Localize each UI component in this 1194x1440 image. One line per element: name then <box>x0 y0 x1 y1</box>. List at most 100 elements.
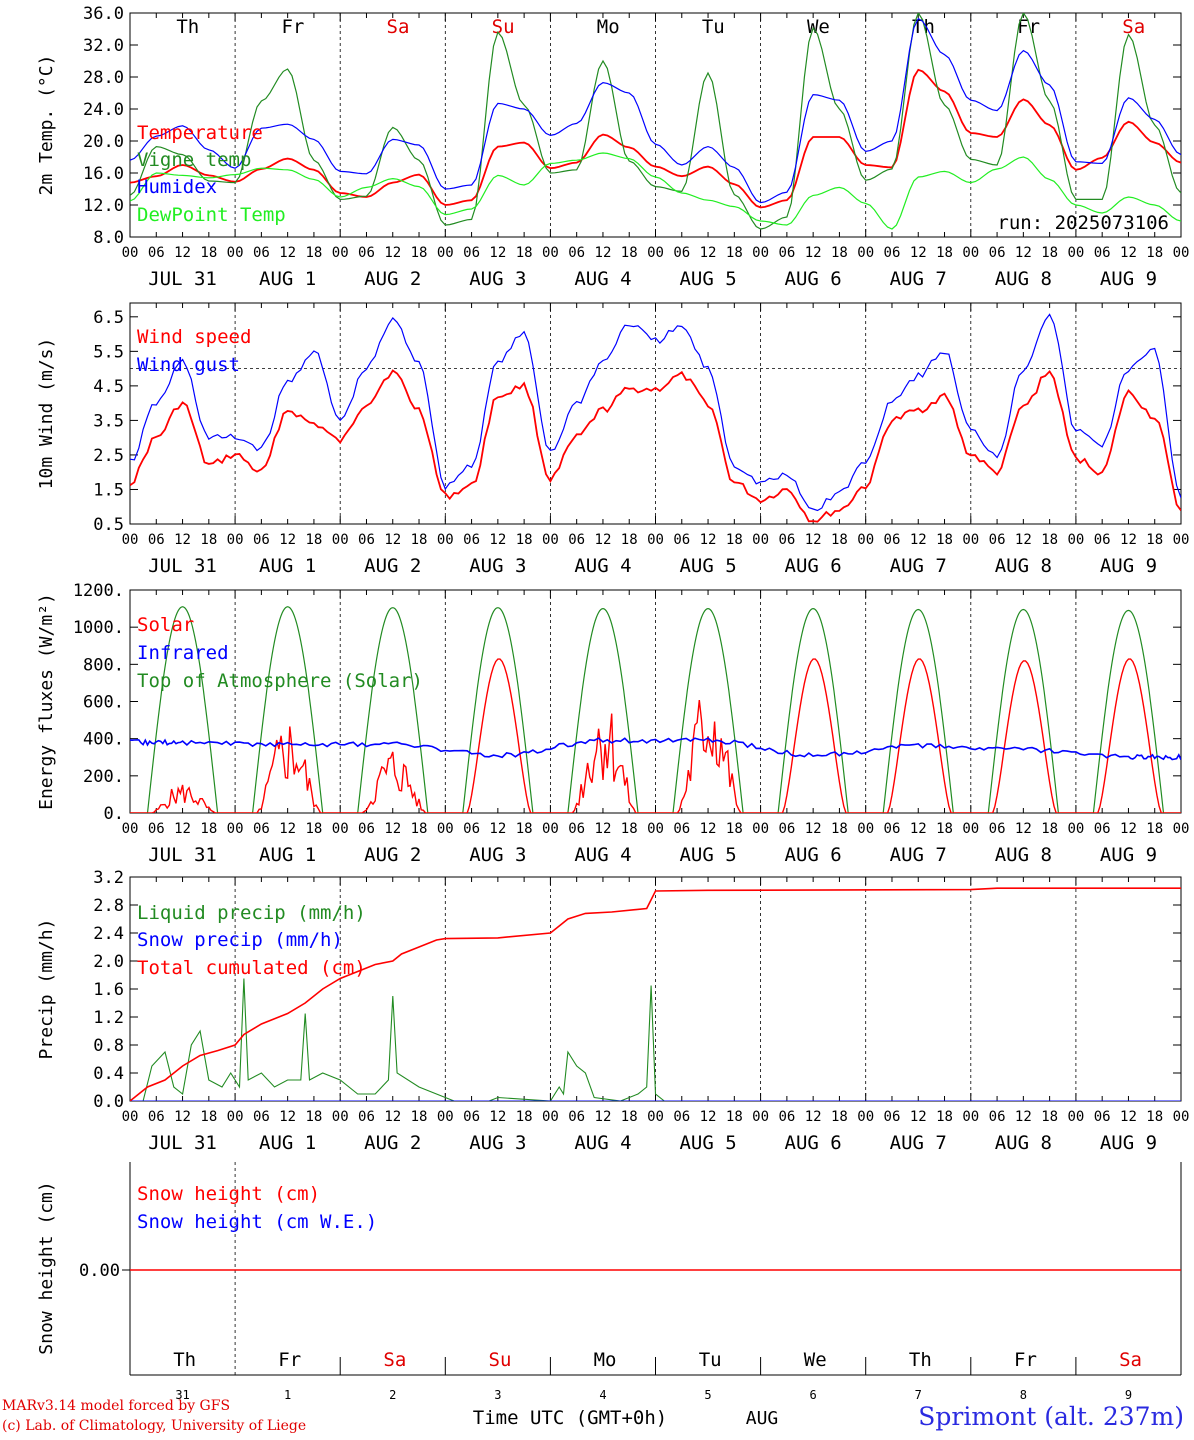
day-name: We <box>807 16 830 38</box>
hour-tick-label: 18 <box>305 245 322 261</box>
plot-frame <box>129 12 1182 238</box>
hour-tick-label: 00 <box>542 821 559 837</box>
y-tick-label: 28.0 <box>83 68 124 88</box>
hour-tick-label: 00 <box>962 1109 979 1125</box>
hour-tick-label: 18 <box>726 821 743 837</box>
hour-tick-label: 18 <box>411 245 428 261</box>
legend-entry: Snow height (cm) <box>137 1183 320 1205</box>
y-tick-label: 20.0 <box>83 132 124 152</box>
y-tick-label: 2.8 <box>93 896 124 916</box>
series-line-vigne-temp <box>130 13 1181 230</box>
hour-tick-label: 12 <box>174 532 191 548</box>
date-label: AUG 7 <box>890 1132 947 1154</box>
hour-tick-label: 18 <box>200 1109 217 1125</box>
legend-entry: Snow precip (mm/h) <box>137 929 343 951</box>
hour-tick-label: 12 <box>174 1109 191 1125</box>
hour-tick-label: 00 <box>1173 532 1190 548</box>
hour-tick-label: 18 <box>936 532 953 548</box>
hour-tick-label: 12 <box>174 245 191 261</box>
hour-tick-label: 06 <box>148 1109 165 1125</box>
hour-tick-label: 12 <box>384 1109 401 1125</box>
day-name: Sa <box>1119 1349 1142 1371</box>
day-name: Fr <box>1014 1349 1037 1371</box>
hour-tick-label: 06 <box>568 532 585 548</box>
hour-tick-label: 12 <box>1120 245 1137 261</box>
hour-tick-label: 18 <box>831 821 848 837</box>
hour-tick-label: 12 <box>595 245 612 261</box>
hour-tick-label: 18 <box>200 532 217 548</box>
hour-tick-label: 18 <box>726 1109 743 1125</box>
hour-tick-label: 12 <box>279 532 296 548</box>
hour-tick-label: 00 <box>857 532 874 548</box>
date-label: AUG 3 <box>469 1132 526 1154</box>
hour-tick-label: 00 <box>542 245 559 261</box>
hour-tick-label: 00 <box>227 1109 244 1125</box>
day-number: 9 <box>1125 1388 1132 1402</box>
hour-tick-label: 06 <box>1094 1109 1111 1125</box>
y-tick-label: 12.0 <box>83 196 124 216</box>
hour-tick-label: 00 <box>542 1109 559 1125</box>
day-number: 6 <box>810 1388 817 1402</box>
y-tick-label: 1200. <box>73 581 124 601</box>
date-label: AUG 2 <box>364 555 421 577</box>
date-label: AUG 1 <box>259 1132 316 1154</box>
hour-tick-label: 12 <box>279 821 296 837</box>
hour-tick-label: 00 <box>1067 532 1084 548</box>
date-label: AUG 1 <box>259 268 316 290</box>
hour-tick-label: 06 <box>568 821 585 837</box>
hour-tick-label: 06 <box>463 532 480 548</box>
hour-tick-label: 18 <box>1041 821 1058 837</box>
hour-tick-label: 12 <box>489 532 506 548</box>
hour-tick-label: 06 <box>884 821 901 837</box>
hour-tick-label: 00 <box>1173 245 1190 261</box>
hour-tick-label: 00 <box>647 532 664 548</box>
hour-tick-label: 12 <box>1015 245 1032 261</box>
y-tick-label: 0. <box>104 804 124 824</box>
hour-tick-label: 12 <box>595 1109 612 1125</box>
y-tick-label: 8.0 <box>93 228 124 248</box>
day-name: Tu <box>699 1349 722 1371</box>
legend-entry: Humidex <box>137 176 217 198</box>
hour-tick-label: 06 <box>673 532 690 548</box>
hour-tick-label: 12 <box>805 821 822 837</box>
hour-tick-label: 00 <box>437 1109 454 1125</box>
hour-tick-label: 12 <box>910 532 927 548</box>
hour-tick-label: 12 <box>1015 532 1032 548</box>
hour-tick-label: 06 <box>778 245 795 261</box>
hour-tick-label: 06 <box>673 1109 690 1125</box>
y-tick-label: 1.5 <box>93 480 124 500</box>
y-tick-label: 0.0 <box>93 1092 124 1112</box>
y-axis-label: Energy fluxes (W/m²) <box>36 593 57 810</box>
hour-tick-label: 06 <box>253 532 270 548</box>
date-label: AUG 7 <box>890 268 947 290</box>
hour-tick-label: 12 <box>384 245 401 261</box>
day-number: 31 <box>175 1388 189 1402</box>
run-annotation: run: 2025073106 <box>997 212 1169 234</box>
hour-tick-label: 06 <box>253 245 270 261</box>
hour-tick-label: 00 <box>647 245 664 261</box>
date-label: AUG 3 <box>469 844 526 866</box>
date-label: AUG 9 <box>1100 268 1157 290</box>
series-line-wind-speed <box>130 369 1181 523</box>
hour-tick-label: 06 <box>778 821 795 837</box>
y-tick-label: 800. <box>83 655 124 675</box>
legend-entry: Wind speed <box>137 326 251 348</box>
hour-tick-label: 18 <box>621 1109 638 1125</box>
date-label: AUG 7 <box>890 555 947 577</box>
hour-tick-label: 00 <box>332 821 349 837</box>
hour-tick-label: 00 <box>332 245 349 261</box>
hour-tick-label: 18 <box>831 1109 848 1125</box>
date-label: AUG 9 <box>1100 1132 1157 1154</box>
hour-tick-label: 18 <box>1146 532 1163 548</box>
date-label: AUG 2 <box>364 1132 421 1154</box>
day-name: Sa <box>383 1349 406 1371</box>
y-tick-label: 32.0 <box>83 36 124 56</box>
day-name: We <box>804 1349 827 1371</box>
hour-tick-label: 12 <box>174 821 191 837</box>
y-tick-label: 600. <box>83 693 124 713</box>
hour-tick-label: 12 <box>595 821 612 837</box>
hour-tick-label: 00 <box>962 245 979 261</box>
hour-tick-label: 06 <box>884 532 901 548</box>
hour-tick-label: 00 <box>1067 245 1084 261</box>
series-line-humidex <box>130 17 1181 204</box>
